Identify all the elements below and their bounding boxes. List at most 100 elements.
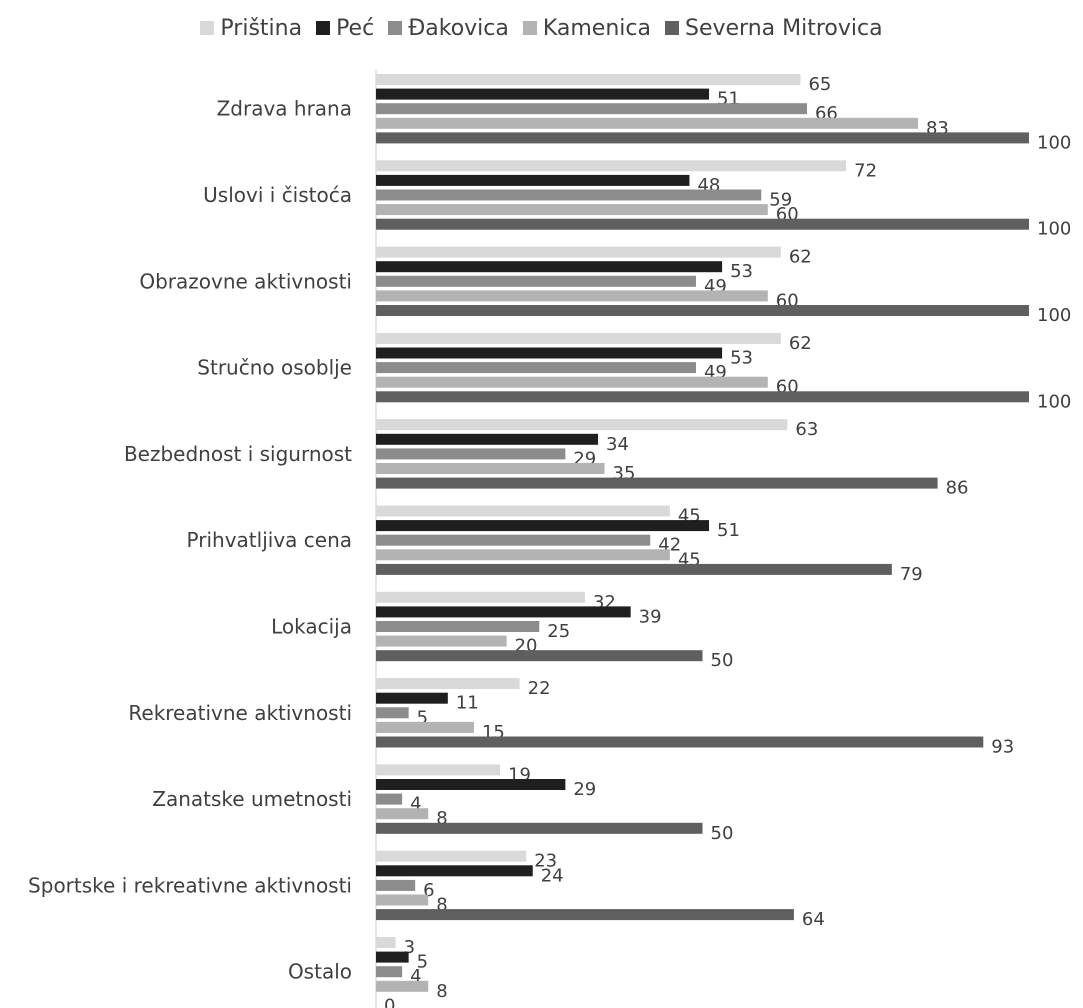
bar <box>376 305 1029 316</box>
data-label: 24 <box>541 865 564 886</box>
legend-item-kamenica: Kamenica <box>522 15 651 41</box>
bar <box>376 103 807 115</box>
bar <box>376 678 520 690</box>
bar <box>376 419 788 431</box>
bar <box>376 332 781 344</box>
bar <box>376 707 409 719</box>
legend-swatch-djakovica <box>388 21 403 35</box>
bar <box>376 635 507 647</box>
legend-swatch-pristina <box>200 21 215 35</box>
legend-swatch-severna-mitrovica <box>664 21 679 35</box>
bar <box>376 808 429 820</box>
legend-label-pec: Peć <box>336 15 375 41</box>
bar <box>376 391 1029 403</box>
bar <box>376 966 403 978</box>
data-label: 51 <box>717 520 740 541</box>
bar <box>376 520 710 532</box>
legend: Priština Peć Đakovica Kamenica Severna M… <box>0 8 1083 48</box>
bar <box>376 362 696 374</box>
legend-swatch-pec <box>316 21 331 35</box>
category-label: Obrazovne aktivnosti <box>139 269 352 293</box>
legend-item-djakovica: Đakovica <box>388 16 509 41</box>
data-label: 79 <box>900 564 923 585</box>
data-label: 53 <box>730 261 753 282</box>
bar <box>376 463 605 474</box>
bar <box>376 433 599 445</box>
bar <box>376 88 710 100</box>
data-label: 100 <box>1037 391 1071 412</box>
data-label: 8 <box>436 981 447 1002</box>
bar <box>376 692 448 704</box>
bar <box>376 865 533 877</box>
data-label: 53 <box>730 348 753 369</box>
data-label: 6 <box>423 880 434 901</box>
data-label: 72 <box>854 160 877 181</box>
bar <box>376 261 723 273</box>
data-label: 5 <box>417 952 428 973</box>
data-label: 29 <box>573 779 596 800</box>
data-label: 50 <box>711 650 734 671</box>
data-label: 50 <box>711 823 734 844</box>
category-label: Zdrava hrana <box>217 97 352 121</box>
category-label: Stručno osoblje <box>197 356 352 380</box>
data-label: 4 <box>410 794 421 815</box>
data-label: 25 <box>547 621 570 642</box>
bar <box>376 980 429 992</box>
data-label: 100 <box>1037 219 1071 240</box>
legend-item-severna-mitrovica: Severna Mitrovica <box>664 15 883 41</box>
data-label: 23 <box>534 851 557 872</box>
bar <box>376 951 409 963</box>
bar <box>376 534 651 546</box>
bar <box>376 909 794 921</box>
category-label: Bezbednost i sigurnost <box>124 442 352 466</box>
category-label: Sportske i rekreativne aktivnosti <box>28 873 352 897</box>
bar <box>376 132 1029 144</box>
bar <box>376 290 768 302</box>
bar <box>376 736 984 748</box>
category-label: Uslovi i čistoća <box>203 183 352 207</box>
data-label: 4 <box>410 966 421 987</box>
bar <box>376 764 501 776</box>
data-label: 11 <box>456 693 479 714</box>
legend-item-pec: Peć <box>316 16 374 41</box>
data-label: 0 <box>384 995 395 1008</box>
bar <box>376 879 416 891</box>
bar <box>376 937 396 948</box>
data-label: 22 <box>528 678 551 699</box>
bar <box>376 246 781 258</box>
legend-item-pristina: Priština <box>200 16 302 41</box>
bar <box>376 275 696 287</box>
bar <box>376 218 1029 230</box>
bar <box>376 850 527 862</box>
bar <box>376 606 631 618</box>
data-label: 3 <box>404 937 415 958</box>
bar <box>376 621 540 632</box>
data-label: 86 <box>946 478 969 499</box>
data-label: 34 <box>606 434 629 455</box>
bar <box>376 74 801 85</box>
legend-label-kamenica: Kamenica <box>542 15 651 41</box>
bar <box>376 793 403 805</box>
bar <box>376 549 670 561</box>
bar <box>376 189 762 201</box>
data-label: 93 <box>991 737 1014 758</box>
bar <box>376 721 474 733</box>
data-label: 8 <box>436 895 447 916</box>
category-label: Ostalo <box>288 960 352 984</box>
legend-label-severna-mitrovica: Severna Mitrovica <box>684 15 883 41</box>
bar <box>376 822 703 834</box>
data-label: 63 <box>795 419 818 440</box>
category-label: Zanatske umetnosti <box>152 787 352 811</box>
data-label: 5 <box>417 707 428 728</box>
legend-label-djakovica: Đakovica <box>408 15 509 41</box>
data-label: 65 <box>808 74 831 95</box>
data-label: 100 <box>1037 305 1071 326</box>
category-label: Rekreativne aktivnosti <box>128 701 352 725</box>
bar <box>376 563 892 575</box>
legend-swatch-kamenica <box>522 21 537 35</box>
category-label: Lokacija <box>271 615 352 639</box>
bar <box>376 894 429 906</box>
data-label: 39 <box>639 606 662 627</box>
